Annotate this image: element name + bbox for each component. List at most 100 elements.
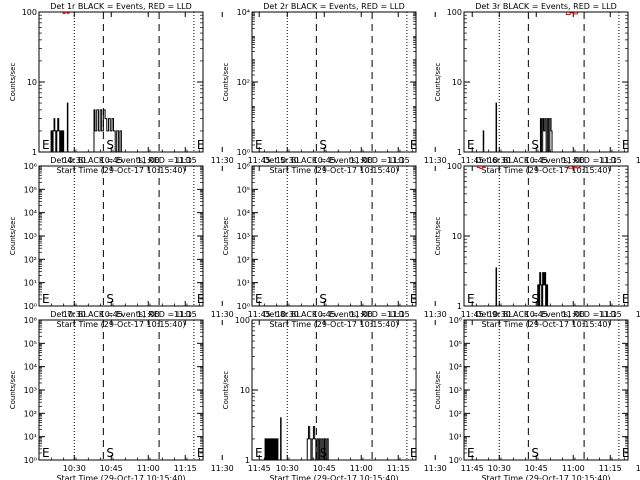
y-tick-label: 10⁴ <box>449 363 462 372</box>
y-tick-label: 10⁰ <box>237 148 250 157</box>
x-axis-label: Start Time (29-Oct-17 10:15:40) <box>269 166 398 175</box>
x-tick-label: 11:45 <box>461 156 484 165</box>
x-tick-label: 11:00 <box>137 310 160 319</box>
y-tick-label: 10⁶ <box>237 162 250 171</box>
y-tick-label: 100 <box>22 8 37 17</box>
panel-title: Det 5r BLACK = Events, RED = LLD <box>263 156 405 165</box>
panel-title: Det 9r BLACK = Events, RED = LLD <box>475 310 617 319</box>
marker-label: S <box>531 446 539 460</box>
x-tick-label: 11:15 <box>599 464 622 473</box>
y-tick-label: 100 <box>235 316 250 325</box>
y-tick-label: 10⁶ <box>24 316 37 325</box>
marker-label: S <box>106 138 114 152</box>
panel-title: Det 6r BLACK = Events, RED = LLD <box>475 156 617 165</box>
marker-label: E <box>622 292 630 306</box>
x-tick-label: 11:00 <box>137 464 160 473</box>
series-events-segment-3 <box>92 109 122 153</box>
x-axis-label: Start Time (29-Oct-17 10:15:40) <box>269 474 398 480</box>
x-tick-label: 11:30 <box>211 464 234 473</box>
x-tick-label: 11:15 <box>387 310 410 319</box>
panel-det-3: Det 3r BLACK = Events, RED = LLD 10:30 10:… <box>434 2 640 175</box>
y-tick-label: 10 <box>27 78 37 87</box>
x-tick-label: 10:30 <box>63 310 86 319</box>
x-axis-label: Start Time (29-Oct-17 10:15:40) <box>481 320 610 329</box>
x-tick-label: 10:45 <box>525 156 548 165</box>
x-tick-label: 11:00 <box>562 310 585 319</box>
x-tick-label: 11:45 <box>461 464 484 473</box>
marker-label: E <box>467 138 475 152</box>
marker-label: E <box>255 446 263 460</box>
marker-label: E <box>255 138 263 152</box>
y-tick-label: 10⁰ <box>449 456 462 465</box>
marker-label: S <box>319 138 327 152</box>
y-tick-label: 10 <box>452 78 462 87</box>
series-events-segment-1 <box>482 130 485 153</box>
series-events-segment-1 <box>50 118 65 153</box>
series-events-segment-2 <box>66 102 69 153</box>
plot-frame <box>463 165 629 307</box>
y-tick-label: 10⁰ <box>24 302 37 311</box>
marker-label: S <box>106 446 114 460</box>
y-tick-label: 10⁵ <box>24 339 37 348</box>
y-tick-label: 10¹ <box>24 279 37 288</box>
x-tick-label: 10:30 <box>488 464 511 473</box>
x-tick-label: 11:00 <box>350 310 373 319</box>
y-tick-label: 1 <box>457 148 462 157</box>
y-tick-label: 10⁶ <box>24 162 37 171</box>
x-tick-label: 10:45 <box>525 464 548 473</box>
series-lld-segment-2 <box>565 165 581 169</box>
x-axis-label: Start Time (29-Oct-17 10:15:40) <box>56 474 185 480</box>
y-tick-label: 100 <box>447 162 462 171</box>
y-tick-label: 10² <box>449 409 462 418</box>
x-tick-label: 10:45 <box>100 310 123 319</box>
x-tick-label: 11:15 <box>174 310 197 319</box>
y-tick-label: 10 <box>452 232 462 241</box>
panel-det-1: Det 1r BLACK = Events, RED = LLD 10:30 10:… <box>9 2 271 175</box>
marker-label: S <box>531 292 539 306</box>
y-axis-label: Counts/sec <box>222 217 230 256</box>
plot-frame <box>463 319 629 461</box>
y-tick-label: 10³ <box>24 386 37 395</box>
x-tick-label: 11:30 <box>636 464 640 473</box>
series-events-segment-2 <box>495 102 498 153</box>
x-tick-label: 11:30 <box>424 156 447 165</box>
y-axis-label: Counts/sec <box>9 217 17 256</box>
y-tick-label: 1 <box>32 148 37 157</box>
y-tick-label: 10⁰ <box>237 302 250 311</box>
y-tick-label: 1 <box>457 302 462 311</box>
marker-label: S <box>319 292 327 306</box>
x-axis-label: Start Time (29-Oct-17 10:15:40) <box>56 320 185 329</box>
panel-det-9: Det 9r BLACK = Events, RED = LLD 10:30 10:… <box>434 310 640 480</box>
plot-frame <box>38 319 204 461</box>
marker-label: E <box>42 446 50 460</box>
panel-title: Det 3r BLACK = Events, RED = LLD <box>475 2 617 11</box>
y-tick-label: 10⁶ <box>449 316 462 325</box>
y-tick-label: 10³ <box>237 232 250 241</box>
marker-label: S <box>106 292 114 306</box>
series-events-segment-3 <box>306 426 329 461</box>
x-tick-label: 11:45 <box>461 310 484 319</box>
x-tick-label: 10:45 <box>100 156 123 165</box>
panel-title: Det 7r BLACK = Events, RED = LLD <box>50 310 192 319</box>
marker-label: E <box>197 292 205 306</box>
y-tick-label: 10⁴ <box>24 363 37 372</box>
x-tick-label: 10:45 <box>100 464 123 473</box>
y-tick-label: 10³ <box>449 386 462 395</box>
x-tick-label: 11:45 <box>248 156 271 165</box>
y-tick-label: 100 <box>447 8 462 17</box>
x-tick-label: 11:15 <box>174 464 197 473</box>
y-tick-label: 10³ <box>24 232 37 241</box>
x-axis-label: Start Time (29-Oct-17 10:15:40) <box>269 320 398 329</box>
y-tick-label: 10⁵ <box>237 185 250 194</box>
x-tick-label: 11:30 <box>636 310 640 319</box>
plot-frame <box>463 11 629 153</box>
marker-label: E <box>197 138 205 152</box>
marker-label: E <box>42 138 50 152</box>
marker-label: E <box>197 446 205 460</box>
marker-label: E <box>467 446 475 460</box>
series-events-segment-3 <box>539 118 553 153</box>
x-tick-label: 11:15 <box>599 156 622 165</box>
